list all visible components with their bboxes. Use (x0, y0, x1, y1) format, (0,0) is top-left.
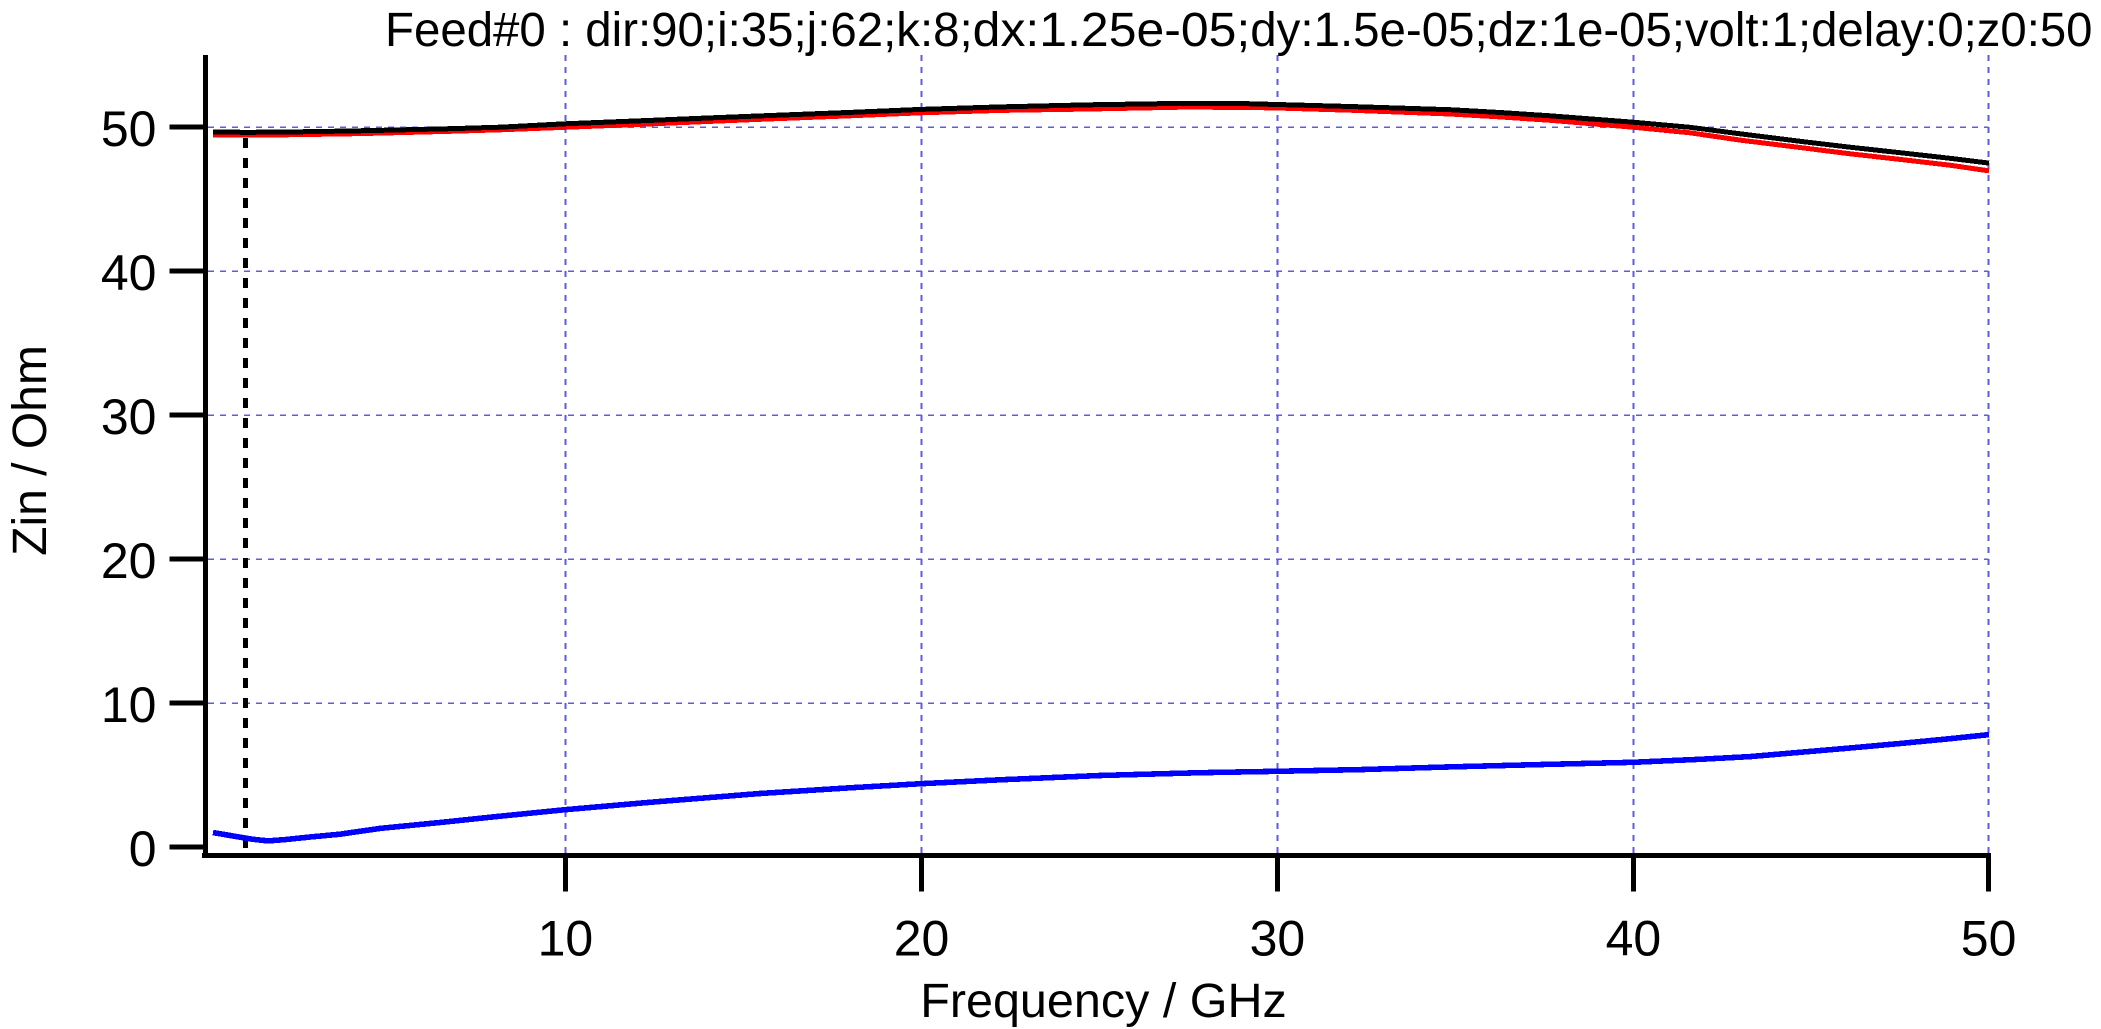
svg-text:40: 40 (101, 245, 157, 301)
svg-text:10: 10 (101, 677, 157, 733)
svg-text:10: 10 (538, 911, 594, 967)
svg-text:40: 40 (1606, 911, 1662, 967)
svg-text:50: 50 (1961, 911, 2017, 967)
svg-text:20: 20 (101, 533, 157, 589)
svg-text:20: 20 (894, 911, 950, 967)
svg-text:0: 0 (129, 821, 157, 877)
svg-text:dy:1.5e-05;: dy:1.5e-05; (1250, 4, 1487, 57)
svg-text:30: 30 (1250, 911, 1306, 967)
svg-text:Feed#0 : dir:90;i:35;j:62;k:8;: Feed#0 : dir:90;i:35;j:62;k:8; (385, 4, 973, 57)
svg-text:50: 50 (101, 101, 157, 157)
svg-text:Frequency / GHz: Frequency / GHz (920, 974, 1287, 1028)
svg-text:dx:1.25e-05;: dx:1.25e-05; (973, 4, 1251, 57)
svg-text:Zin / Ohm: Zin / Ohm (4, 345, 57, 556)
svg-text:dz:1e-05;volt:1;delay:0;z0:50: dz:1e-05;volt:1;delay:0;z0:50 (1488, 4, 2093, 57)
svg-text:30: 30 (101, 389, 157, 445)
